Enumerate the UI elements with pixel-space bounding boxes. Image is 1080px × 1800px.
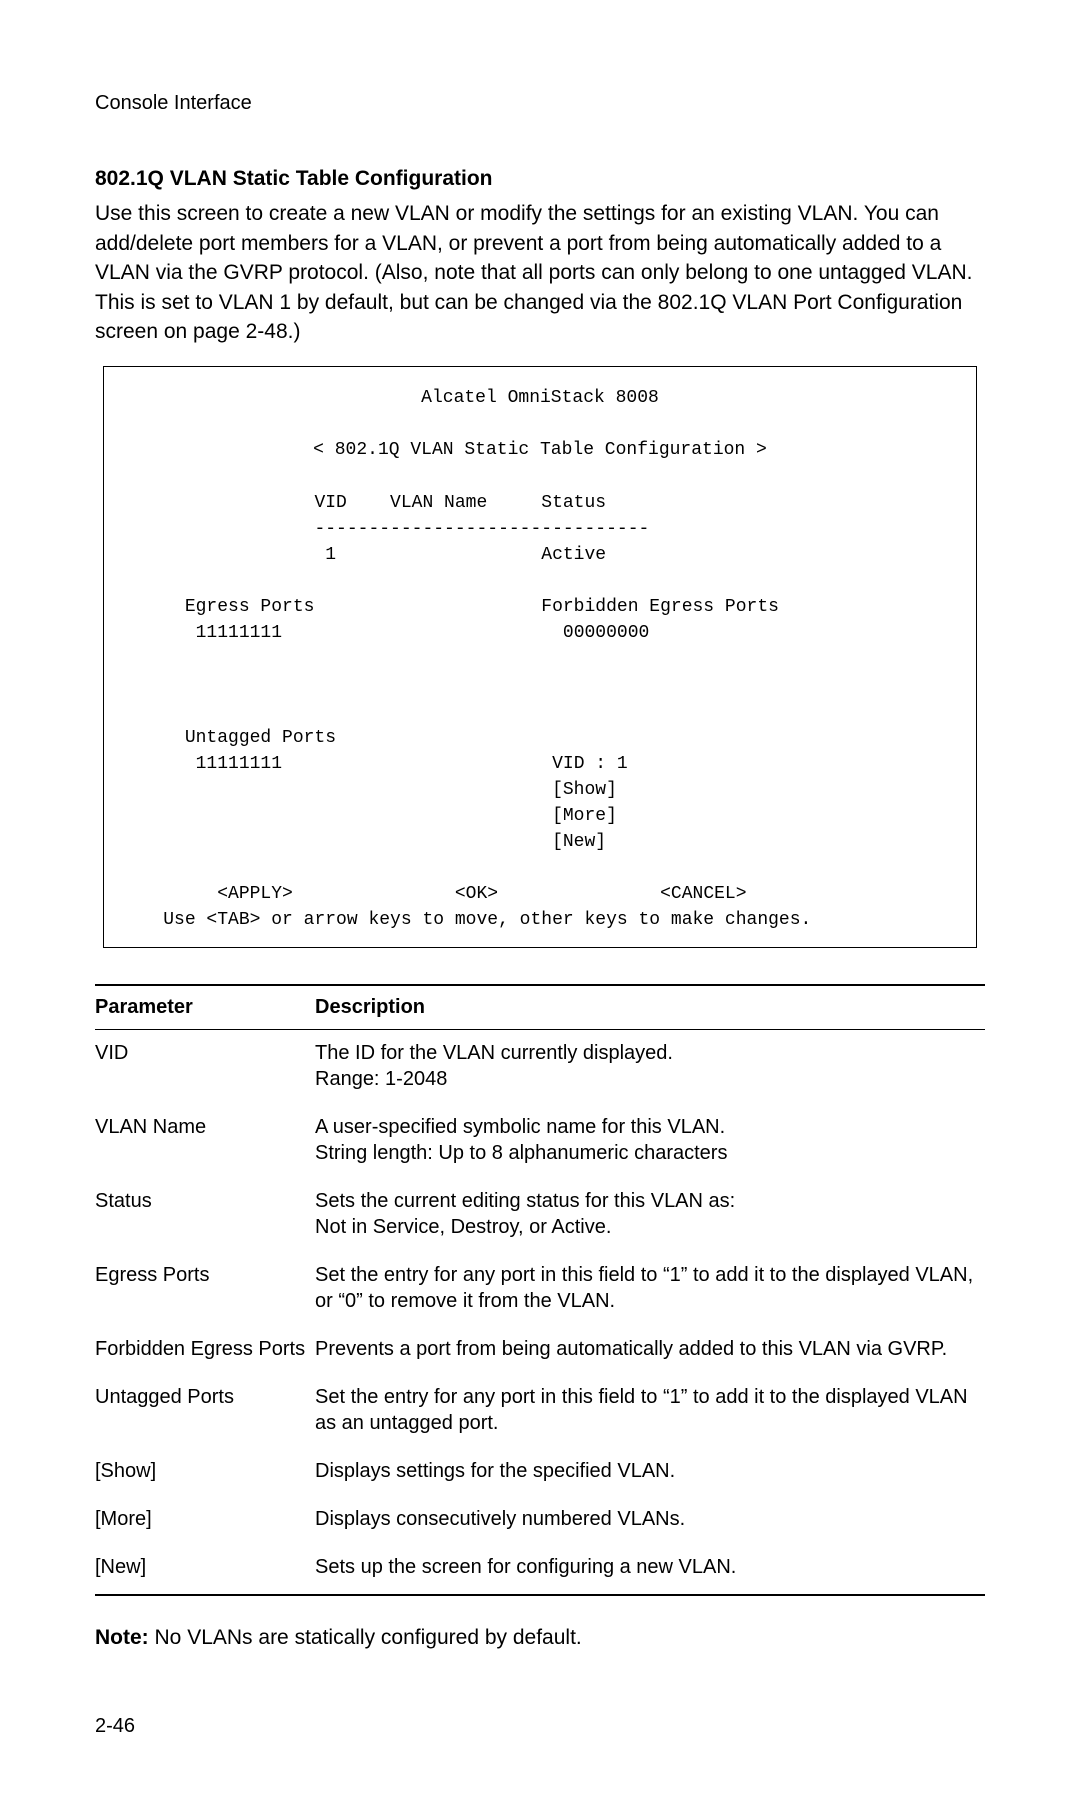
page-number: 2-46	[95, 1713, 985, 1740]
table-row: VLAN NameA user-specified symbolic name …	[95, 1104, 985, 1178]
console-col-headers: VID VLAN Name Status	[120, 490, 960, 516]
console-screen-title: < 802.1Q VLAN Static Table Configuration…	[120, 437, 960, 463]
table-header-description: Description	[315, 985, 985, 1030]
parameter-table: Parameter Description VIDThe ID for the …	[95, 984, 985, 1596]
table-cell-description: A user-specified symbolic name for this …	[315, 1104, 985, 1178]
console-hint: Use <TAB> or arrow keys to move, other k…	[120, 907, 960, 933]
console-egress-values: 11111111 00000000	[120, 620, 960, 646]
console-device-title: Alcatel OmniStack 8008	[120, 385, 960, 411]
apply-button[interactable]: <APPLY>	[217, 884, 293, 904]
table-cell-parameter: Untagged Ports	[95, 1374, 315, 1448]
console-buttons-row: <APPLY> <OK> <CANCEL>	[120, 881, 960, 907]
note-text: No VLANs are statically configured by de…	[155, 1626, 582, 1649]
console-show: [Show]	[120, 777, 960, 803]
console-egress-row: Egress Ports Forbidden Egress Ports	[120, 594, 960, 620]
table-cell-description: Prevents a port from being automatically…	[315, 1326, 985, 1374]
table-row: [Show]Displays settings for the specifie…	[95, 1448, 985, 1496]
console-row-1: 1 Active	[120, 542, 960, 568]
table-row: [More]Displays consecutively numbered VL…	[95, 1496, 985, 1544]
table-cell-description: Set the entry for any port in this field…	[315, 1374, 985, 1448]
note-label: Note:	[95, 1626, 149, 1649]
table-cell-parameter: [More]	[95, 1496, 315, 1544]
table-row: Forbidden Egress PortsPrevents a port fr…	[95, 1326, 985, 1374]
table-header-parameter: Parameter	[95, 985, 315, 1030]
console-untagged-label: Untagged Ports	[120, 725, 960, 751]
page-header: Console Interface	[95, 90, 985, 117]
table-row: Untagged PortsSet the entry for any port…	[95, 1374, 985, 1448]
table-cell-parameter: Status	[95, 1178, 315, 1252]
table-cell-parameter: Egress Ports	[95, 1252, 315, 1326]
ok-button[interactable]: <OK>	[455, 884, 498, 904]
table-row: StatusSets the current editing status fo…	[95, 1178, 985, 1252]
parameter-table-body: VIDThe ID for the VLAN currently display…	[95, 1030, 985, 1596]
table-row: VIDThe ID for the VLAN currently display…	[95, 1030, 985, 1105]
table-cell-description: Displays settings for the specified VLAN…	[315, 1448, 985, 1496]
section-body: Use this screen to create a new VLAN or …	[95, 199, 985, 346]
section-title: 802.1Q VLAN Static Table Configuration	[95, 165, 985, 193]
table-cell-description: Set the entry for any port in this field…	[315, 1252, 985, 1326]
console-divider: -------------------------------	[120, 516, 960, 542]
console-more: [More]	[120, 803, 960, 829]
table-row: Egress PortsSet the entry for any port i…	[95, 1252, 985, 1326]
console-new: [New]	[120, 829, 960, 855]
table-cell-description: Sets the current editing status for this…	[315, 1178, 985, 1252]
table-cell-description: Displays consecutively numbered VLANs.	[315, 1496, 985, 1544]
note-line: Note: No VLANs are statically configured…	[95, 1624, 985, 1652]
table-cell-parameter: Forbidden Egress Ports	[95, 1326, 315, 1374]
table-cell-parameter: VLAN Name	[95, 1104, 315, 1178]
console-screenshot: Alcatel OmniStack 8008 < 802.1Q VLAN Sta…	[103, 366, 977, 948]
console-untagged-row: 11111111 VID : 1	[120, 751, 960, 777]
table-cell-description: The ID for the VLAN currently displayed.…	[315, 1030, 985, 1105]
cancel-button[interactable]: <CANCEL>	[660, 884, 746, 904]
table-cell-parameter: VID	[95, 1030, 315, 1105]
table-cell-parameter: [Show]	[95, 1448, 315, 1496]
